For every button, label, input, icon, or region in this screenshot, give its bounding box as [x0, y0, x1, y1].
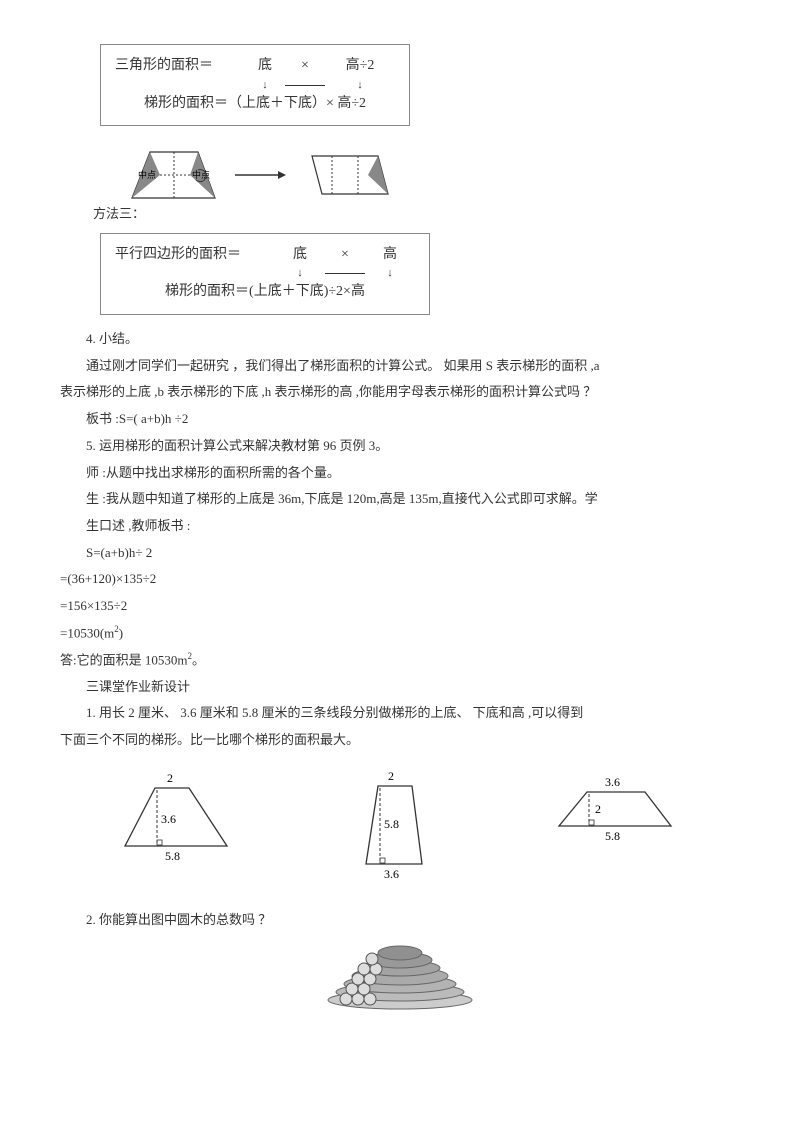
calc-line-1: S=(a+b)h÷ 2 [60, 541, 740, 566]
parallelogram-result-icon [290, 140, 400, 210]
f2-mid1: 底 [275, 242, 325, 269]
svg-text:2: 2 [388, 769, 394, 783]
svg-text:5.8: 5.8 [384, 817, 399, 831]
section4-title: 4. 小结。 [60, 327, 740, 352]
homework-title: 三课堂作业新设计 [60, 675, 740, 700]
hw1-a: 1. 用长 2 厘米、 3.6 厘米和 5.8 厘米的三条线段分别做梯形的上底、… [60, 701, 740, 726]
section4-p1: 通过刚才同学们一起研究 ，我们得出了梯形面积的计算公式。 如果用 S 表示梯形的… [60, 354, 740, 379]
f2-op: × [325, 242, 365, 269]
down-arrow-icon: ↓ [275, 268, 325, 279]
down-arrow-icon: ↓ [325, 80, 395, 91]
trapezoid-3-icon: 3.6 2 5.8 [543, 768, 693, 848]
hw1-b: 下面三个不同的梯形。比一比哪个梯形的面积最大。 [60, 728, 740, 753]
method3-diagram: 中点 中点 [120, 140, 740, 210]
trapezoid-1-icon: 2 3.6 5.8 [107, 768, 247, 863]
down-arrow-icon: ↓ [365, 268, 415, 279]
formula-box-triangle: 三角形的面积＝ 底 × 高÷2 ↓ ↓ 梯形的面积＝（上底＋下底）× 高÷2 [100, 44, 410, 126]
down-arrow-icon: ↓ [245, 80, 285, 91]
svg-text:中点: 中点 [192, 169, 210, 180]
section5-title: 5. 运用梯形的面积计算公式来解决教材第 96 页例 3。 [60, 434, 740, 459]
section5-p1: 师 :从题中找出求梯形的面积所需的各个量。 [60, 461, 740, 486]
section5-p3: 生口述 ,教师板书 : [60, 514, 740, 539]
trapezoid-midpoint-icon: 中点 中点 [120, 140, 230, 210]
f2-left: 平行四边形的面积＝ [115, 242, 275, 269]
trapezoid-2-icon: 2 5.8 3.6 [340, 768, 450, 883]
answer-line: 答:它的面积是 10530m2。 [60, 648, 740, 673]
right-arrow-icon [230, 165, 290, 185]
svg-text:3.6: 3.6 [384, 867, 399, 881]
section4-p2: 表示梯形的上底 ,b 表示梯形的下底 ,h 表示梯形的高 ,你能用字母表示梯形的… [60, 380, 740, 405]
calc-line-2: =(36+120)×135÷2 [60, 567, 740, 592]
hw2: 2. 你能算出图中圆木的总数吗 ？ [60, 908, 740, 933]
f1-mid2: 高÷2 [325, 53, 395, 80]
f2-row2: 梯形的面积＝(上底＋下底)÷2×高 [115, 279, 415, 306]
svg-text:中点: 中点 [138, 169, 156, 180]
f1-row2: 梯形的面积＝（上底＋下底）× 高÷2 [115, 91, 395, 118]
calc-line-4: =10530(m2) [60, 621, 740, 646]
svg-text:2: 2 [595, 802, 601, 816]
section5-p2: 生 :我从题中知道了梯形的上底是 36m,下底是 120m,高是 135m,直接… [60, 487, 740, 512]
calc4-a: =10530(m [60, 625, 114, 640]
svg-text:2: 2 [167, 771, 173, 785]
three-trapezoids: 2 3.6 5.8 2 5.8 3.6 3.6 2 5.8 [60, 768, 740, 883]
f1-left: 三角形的面积＝ [115, 53, 245, 80]
ans-b: 。 [192, 652, 205, 667]
f2-mid2: 高 [365, 242, 415, 269]
f1-op: × [285, 53, 325, 80]
f1-mid1: 底 [245, 53, 285, 80]
calc-line-3: =156×135÷2 [60, 594, 740, 619]
svg-text:5.8: 5.8 [605, 829, 620, 843]
calc4-b: ) [119, 625, 123, 640]
section4-p3: 板书 :S=( a+b)h ÷2 [60, 407, 740, 432]
svg-text:3.6: 3.6 [161, 812, 176, 826]
ans-a: 答:它的面积是 10530m [60, 652, 187, 667]
svg-text:3.6: 3.6 [605, 775, 620, 789]
log-pile-icon [315, 936, 485, 1016]
formula-box-parallelogram: 平行四边形的面积＝ 底 × 高 ↓ ↓ 梯形的面积＝(上底＋下底)÷2×高 [100, 233, 430, 315]
svg-text:5.8: 5.8 [165, 849, 180, 863]
